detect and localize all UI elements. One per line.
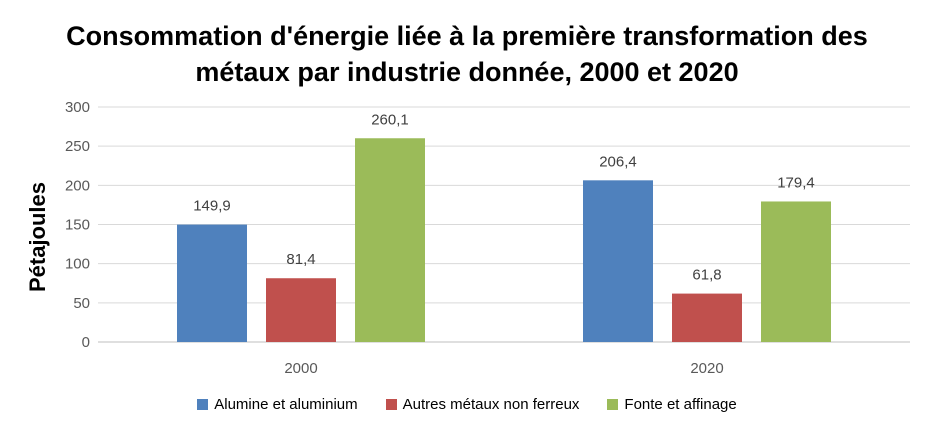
bar-2000-series-2 [355,138,425,342]
x-tick-label-2020: 2020 [690,360,723,377]
legend-label-alumine: Alumine et aluminium [214,396,358,413]
data-label-2020-series-0: 206,4 [599,153,637,170]
y-tick-label-150: 150 [65,217,90,234]
data-label-2020-series-1: 61,8 [692,267,721,284]
legend-swatch-autres [385,399,397,410]
legend-label-fonte: Fonte et affinage [624,396,737,413]
bar-2000-series-1 [266,278,336,342]
bar-2020-series-2 [761,201,831,342]
y-tick-label-200: 200 [65,177,90,194]
legend-item-autres: Autres métaux non ferreux [385,396,580,413]
legend-swatch-fonte [607,399,619,410]
legend-swatch-alumine [197,399,209,410]
bar-2020-series-1 [672,293,742,342]
chart-title-line-2: métaux par industrie donnée, 2000 et 202… [195,57,739,87]
y-tick-label-0: 0 [82,334,90,351]
y-tick-label-100: 100 [65,256,90,273]
y-tick-label-300: 300 [65,99,90,116]
legend-label-autres: Autres métaux non ferreux [402,396,580,413]
data-label-2000-series-0: 149,9 [193,198,231,215]
chart-title-line-1: Consommation d'énergie liée à la premièr… [66,21,868,51]
legend-item-alumine: Alumine et aluminium [197,396,358,413]
data-label-2020-series-2: 179,4 [777,174,815,191]
legend-item-fonte: Fonte et affinage [607,396,737,413]
bar-2020-series-0 [583,180,653,342]
data-label-2000-series-1: 81,4 [286,251,315,268]
x-tick-label-2000: 2000 [284,360,317,377]
data-label-2000-series-2: 260,1 [371,111,409,128]
chart-title: Consommation d'énergie liée à la premièr… [0,18,934,90]
bar-2000-series-0 [177,224,247,342]
y-tick-label-250: 250 [65,138,90,155]
y-tick-label-50: 50 [73,295,90,312]
legend: Alumine et aluminium Autres métaux non f… [0,396,934,413]
